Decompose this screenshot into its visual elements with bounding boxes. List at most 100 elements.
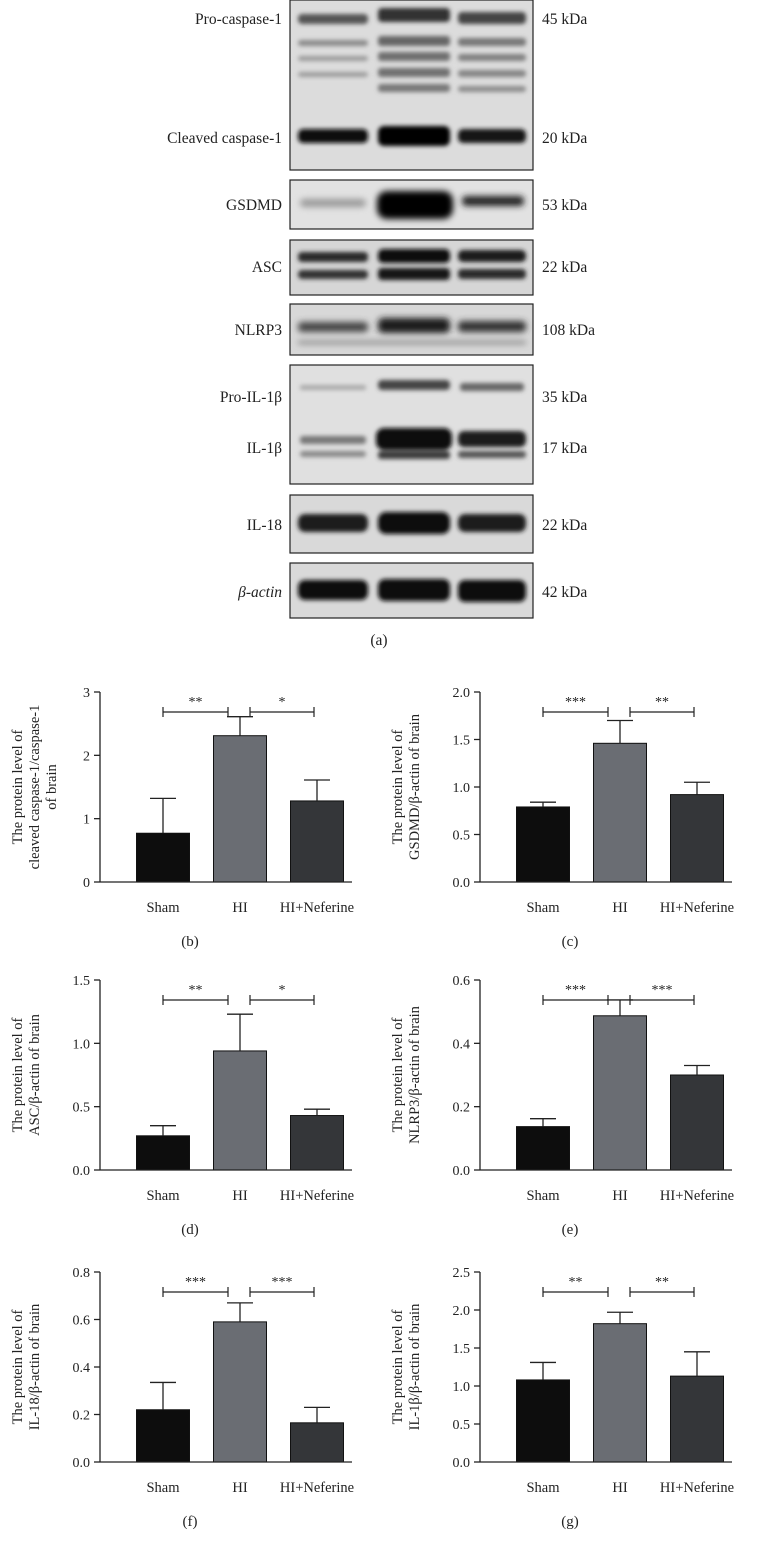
- significance-label: **: [189, 695, 203, 710]
- kda-asc: 22 kDa: [542, 259, 587, 276]
- y-axis-label-line: The protein level of: [390, 1309, 406, 1424]
- bar-hi-neferine: [290, 800, 344, 883]
- y-tick-label: 1.0: [453, 1380, 471, 1395]
- bar-hi: [213, 1050, 267, 1171]
- panel-label: (b): [181, 934, 199, 950]
- blot-box-il1b: [289, 364, 534, 485]
- x-tick-label: HI: [232, 900, 247, 916]
- significance-label: ***: [652, 983, 673, 998]
- y-axis-label-line: The protein level of: [10, 1017, 26, 1132]
- label-nlrp3: NLRP3: [235, 322, 283, 339]
- y-tick-label: 0.4: [73, 1361, 91, 1376]
- significance-label: ***: [185, 1275, 206, 1290]
- x-tick-label: HI+Neferine: [660, 1188, 734, 1204]
- y-tick-label: 0.0: [73, 1456, 91, 1471]
- blot-box-caspase: [289, 0, 534, 171]
- blot-box-actin: [289, 562, 534, 619]
- x-tick-label: HI: [612, 1480, 627, 1496]
- y-tick-label: 1.0: [453, 781, 471, 796]
- y-tick-label: 0.5: [73, 1101, 91, 1116]
- x-tick-label: Sham: [146, 1480, 180, 1496]
- significance-label: **: [189, 983, 203, 998]
- kda-gsdmd: 53 kDa: [542, 197, 587, 214]
- label-il-1b: IL-1β: [247, 440, 283, 457]
- y-tick-label: 0: [83, 876, 90, 891]
- y-tick-label: 2.5: [453, 1266, 471, 1281]
- y-axis-label-line: The protein level of: [390, 1017, 406, 1132]
- bar-hi-neferine: [670, 1074, 724, 1171]
- y-axis-label-line: of brain: [44, 764, 60, 810]
- label-beta-actin: β-actin: [237, 584, 282, 601]
- y-tick-label: 1.5: [453, 1342, 471, 1357]
- y-axis-label-line: GSDMD/β-actin of brain: [407, 713, 423, 860]
- bar-sham: [516, 806, 570, 883]
- bar-chart-b: 0 1 2 3 The protein level of cleaved caspase-…: [10, 686, 354, 950]
- blot-box-il18: [289, 494, 534, 554]
- bar-hi: [593, 1323, 647, 1463]
- bar-chart-d: 0.0 0.5 1.0 1.5 The protein level of ASC/β-ac…: [10, 974, 354, 1238]
- y-tick-label: 0.0: [73, 1164, 91, 1179]
- y-tick-label: 1: [83, 813, 90, 828]
- blot-box-nlrp3: [289, 303, 534, 356]
- y-tick-label: 0.8: [73, 1266, 91, 1281]
- bar-hi: [593, 1015, 647, 1171]
- y-axis-label-line: cleaved caspase-1/caspase-1: [27, 705, 43, 870]
- bar-sham: [516, 1126, 570, 1171]
- kda-il-18: 22 kDa: [542, 517, 587, 534]
- bar-chart-c: 0.0 0.5 1.0 1.5 2.0 The protein level of GSDMD…: [390, 686, 734, 950]
- y-tick-label: 1.0: [73, 1037, 91, 1052]
- y-tick-label: 0.0: [453, 1164, 471, 1179]
- kda-beta-actin: 42 kDa: [542, 584, 587, 601]
- significance-label: ***: [565, 983, 586, 998]
- bar-hi: [213, 735, 267, 883]
- bar-chart-e: 0.0 0.2 0.4 0.6 The protein level of NLRP3/β-…: [390, 974, 734, 1238]
- x-tick-label: HI: [232, 1480, 247, 1496]
- x-tick-label: HI: [232, 1188, 247, 1204]
- bar-sham: [136, 832, 190, 883]
- y-tick-label: 0.5: [453, 829, 471, 844]
- significance-label: **: [569, 1275, 583, 1290]
- western-blot-panel: Pro-caspase-1 Cleaved caspase-1 GSDMD AS…: [167, 0, 595, 649]
- kda-pro-caspase-1: 45 kDa: [542, 11, 587, 28]
- y-tick-label: 2: [83, 749, 90, 764]
- bar-hi: [213, 1321, 267, 1463]
- y-axis-label-line: IL-1β/β-actin of brain: [407, 1303, 423, 1430]
- x-tick-label: HI: [612, 1188, 627, 1204]
- panel-label: (f): [183, 1514, 198, 1530]
- bar-hi: [593, 742, 647, 883]
- significance-label: ***: [272, 1275, 293, 1290]
- x-tick-label: Sham: [526, 1188, 560, 1204]
- y-axis-label-line: The protein level of: [10, 1309, 26, 1424]
- kda-il-1b: 17 kDa: [542, 440, 587, 457]
- y-tick-label: 0.0: [453, 1456, 471, 1471]
- y-tick-label: 0.6: [73, 1314, 91, 1329]
- significance-label: *: [279, 983, 286, 998]
- y-axis-label-line: The protein level of: [10, 729, 26, 844]
- bar-sham: [516, 1379, 570, 1463]
- panel-label: (e): [562, 1222, 579, 1238]
- label-pro-caspase-1: Pro-caspase-1: [195, 11, 282, 28]
- significance-label: *: [279, 695, 286, 710]
- x-tick-label: HI+Neferine: [660, 900, 734, 916]
- bar-sham: [136, 1409, 190, 1463]
- label-cleaved-caspase-1: Cleaved caspase-1: [167, 130, 282, 147]
- bar-hi-neferine: [670, 1375, 724, 1463]
- panel-label: (g): [561, 1514, 579, 1530]
- y-tick-label: 1.5: [453, 734, 471, 749]
- significance-label: **: [655, 695, 669, 710]
- x-tick-label: HI: [612, 900, 627, 916]
- y-tick-label: 0.2: [453, 1101, 471, 1116]
- significance-label: ***: [565, 695, 586, 710]
- y-tick-label: 0.5: [453, 1418, 471, 1433]
- panel-label-a: (a): [370, 632, 387, 649]
- bar-chart-g: 0.0 0.5 1.0 1.5 2.0 2.5 The protein level of IL…: [390, 1266, 734, 1530]
- label-gsdmd: GSDMD: [226, 197, 282, 214]
- y-tick-label: 2.0: [453, 1304, 471, 1319]
- y-axis-label-line: NLRP3/β-actin of brain: [407, 1005, 423, 1144]
- y-axis-label-line: IL-18/β-actin of brain: [27, 1303, 43, 1430]
- kda-pro-il-1b: 35 kDa: [542, 389, 587, 406]
- x-tick-label: HI+Neferine: [280, 1188, 354, 1204]
- bar-hi-neferine: [290, 1422, 344, 1463]
- x-tick-label: Sham: [526, 1480, 560, 1496]
- blot-box-gsdmd: [289, 179, 534, 230]
